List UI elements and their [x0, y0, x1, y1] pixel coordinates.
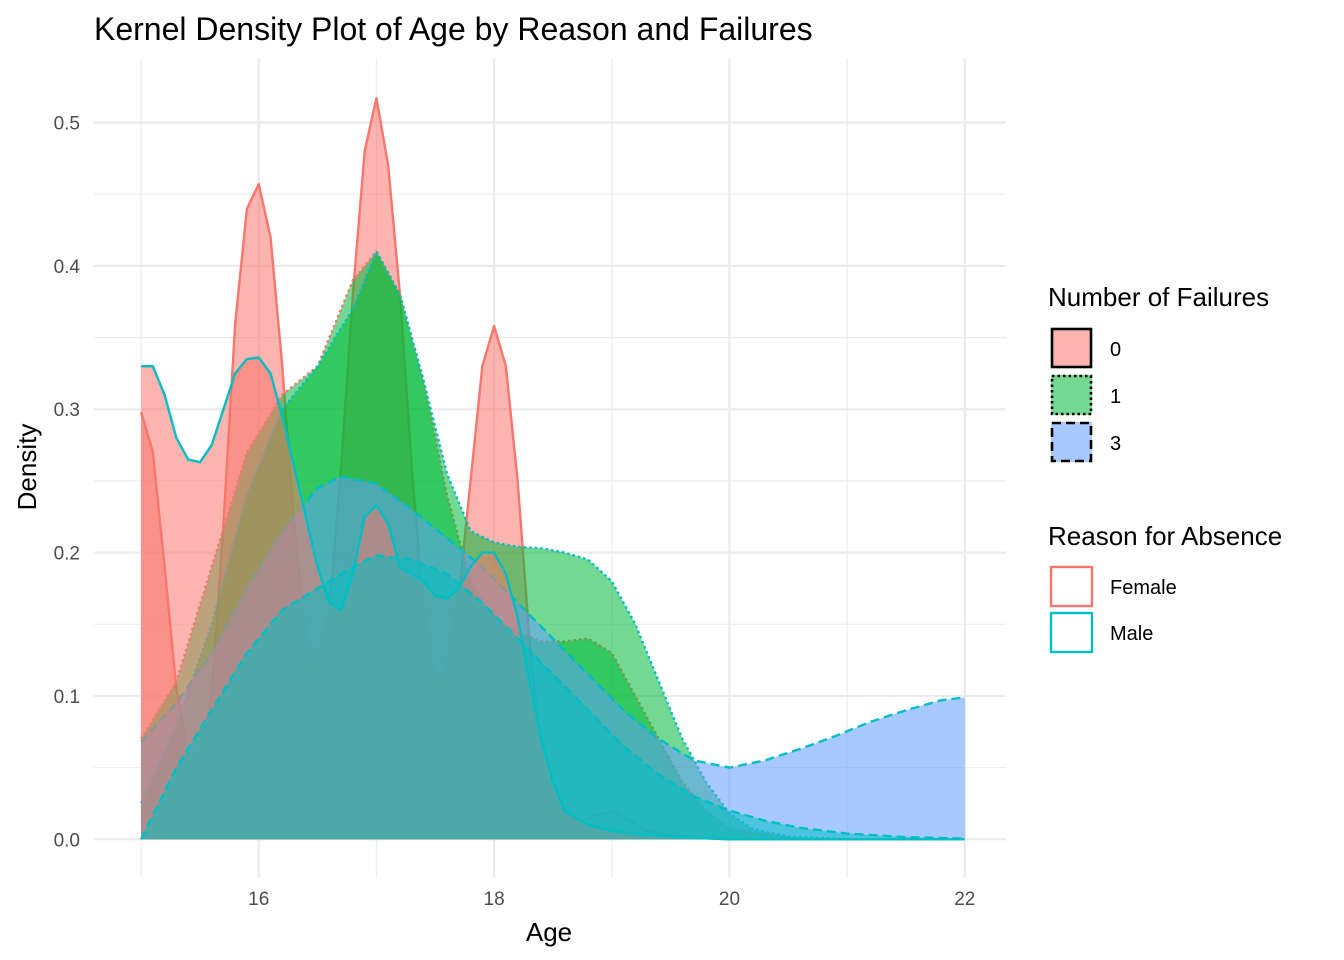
x-tick-label: 18: [484, 889, 505, 910]
legend-fill-title: Number of Failures: [1048, 282, 1269, 312]
legend-key-fill: [1051, 422, 1092, 462]
y-axis-title: Density: [12, 424, 42, 511]
chart-title: Kernel Density Plot of Age by Reason and…: [94, 11, 813, 47]
y-tick-label: 0.2: [54, 544, 80, 565]
legend-color-key: [1049, 611, 1094, 654]
legend-color-title: Reason for Absence: [1048, 521, 1282, 551]
axes: 16 18 20 22 0.0 0.1 0.2 0.3 0.4 0.5: [54, 114, 976, 910]
x-tick-label: 22: [954, 889, 975, 910]
legend-fill-label: 1: [1110, 386, 1121, 408]
legend-number-of-failures: Number of Failures 0 1 3: [1048, 282, 1269, 463]
density-line-failures-3-male: [139, 554, 965, 840]
y-tick-label: 0.0: [54, 830, 80, 851]
legend-reason-for-absence: Reason for Absence Female Male: [1048, 521, 1282, 654]
density-areas: [139, 96, 965, 841]
legend-color-key: [1049, 565, 1094, 608]
legend-key-fill: [1051, 328, 1092, 368]
y-tick-label: 0.5: [54, 114, 80, 135]
legend-color-label: Male: [1110, 623, 1153, 645]
x-tick-label: 20: [719, 889, 740, 910]
y-tick-label: 0.4: [54, 257, 81, 278]
x-tick-label: 16: [248, 889, 269, 910]
y-tick-label: 0.1: [54, 687, 80, 708]
legend-key-border: [1050, 421, 1093, 463]
density-area-failures-3-male: [141, 555, 965, 840]
density-line-failures-1-female: [140, 250, 801, 841]
legend-key-fill: [1051, 375, 1092, 415]
legend-color-label: Female: [1110, 577, 1177, 599]
y-tick-label: 0.3: [54, 400, 80, 421]
legend-fill-label: 3: [1110, 433, 1121, 455]
x-axis-title: Age: [526, 917, 572, 947]
legend-fill-label: 0: [1110, 339, 1121, 361]
legend-key-border: [1050, 327, 1093, 369]
